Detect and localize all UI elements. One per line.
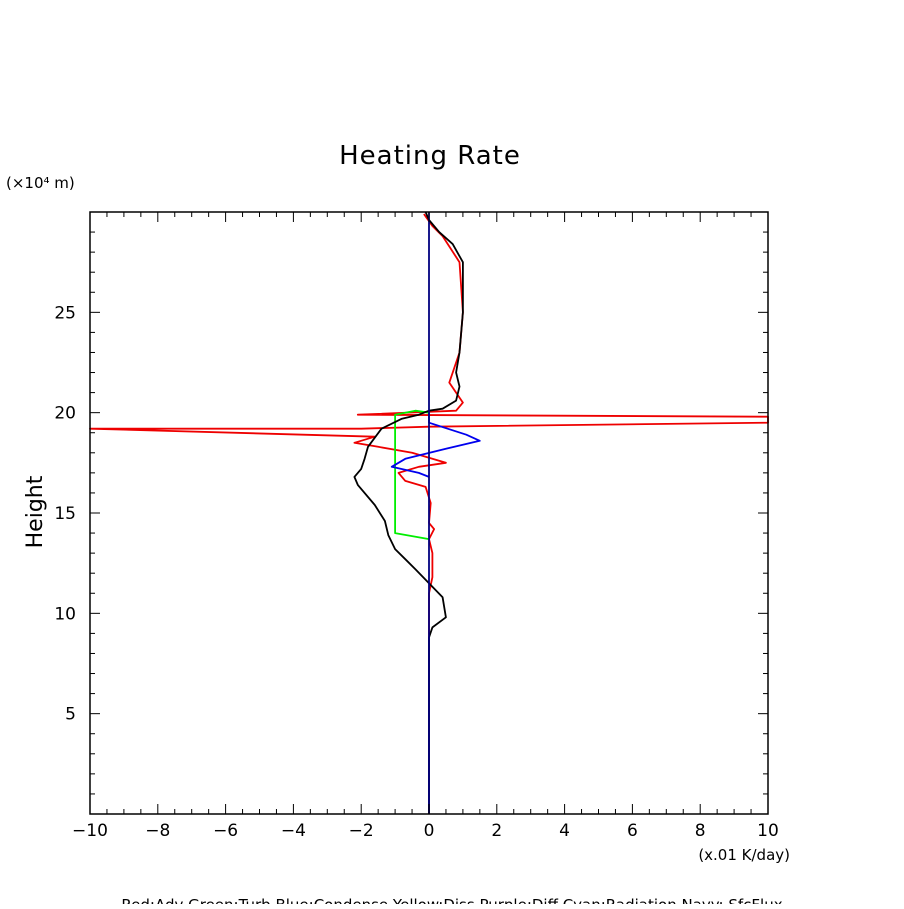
y-tick-label: 15 bbox=[54, 504, 76, 524]
x-tick-label: 10 bbox=[757, 821, 779, 841]
tick-labels: −10 −8 −6 −4 −2 0 2 4 6 8 10 5 10 15 20 25 bbox=[54, 303, 778, 841]
x-tick-label: −10 bbox=[72, 821, 108, 841]
x-tick-label: 6 bbox=[627, 821, 638, 841]
y-tick-label: 10 bbox=[54, 604, 76, 624]
x-tick-label: −8 bbox=[145, 821, 170, 841]
series-line-0 bbox=[89, 213, 769, 814]
y-axis-label: Height bbox=[23, 475, 48, 548]
series-line-2 bbox=[390, 412, 481, 478]
x-tick-label: 0 bbox=[424, 821, 435, 841]
legend-text: Red:Adv Green:Turb Blue:Condense Yellow:… bbox=[121, 896, 782, 904]
plot-lines bbox=[89, 211, 769, 814]
x-tick-label: 8 bbox=[695, 821, 706, 841]
x-tick-label: 2 bbox=[491, 821, 502, 841]
y-tick-label: 25 bbox=[54, 303, 76, 323]
x-unit-label: (x.01 K/day) bbox=[698, 846, 790, 864]
x-tick-label: 4 bbox=[559, 821, 570, 841]
series-line-3 bbox=[353, 211, 464, 814]
x-tick-label: −2 bbox=[349, 821, 374, 841]
chart-title: Heating Rate bbox=[339, 141, 521, 171]
x-tick-label: −4 bbox=[281, 821, 306, 841]
ticks bbox=[89, 212, 769, 814]
y-unit-label: (×10⁴ m) bbox=[6, 174, 75, 192]
series-line-1 bbox=[394, 409, 430, 540]
y-tick-label: 5 bbox=[65, 705, 76, 725]
x-tick-label: −6 bbox=[213, 821, 238, 841]
y-tick-label: 20 bbox=[54, 404, 76, 424]
